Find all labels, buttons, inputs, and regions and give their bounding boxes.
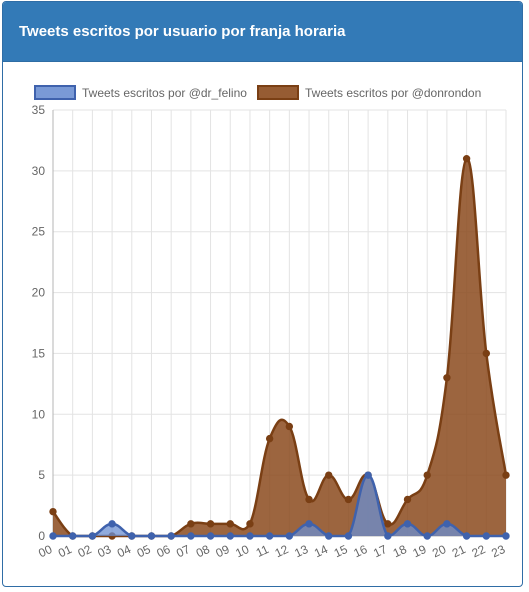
data-point[interactable] — [325, 532, 333, 540]
data-point[interactable] — [502, 471, 510, 479]
data-point[interactable] — [325, 471, 333, 479]
y-tick-label: 10 — [32, 407, 46, 421]
legend-label: Tweets escritos por @dr_felino — [82, 86, 247, 100]
data-point[interactable] — [285, 532, 294, 540]
data-point[interactable] — [206, 520, 215, 528]
legend-swatch — [34, 85, 76, 100]
legend-item-0[interactable]: Tweets escritos por @dr_felino — [34, 85, 247, 100]
y-tick-label: 15 — [32, 346, 46, 360]
data-point[interactable] — [108, 520, 116, 528]
panel-title: Tweets escritos por usuario por franja h… — [19, 23, 346, 40]
data-point[interactable] — [49, 532, 57, 540]
data-point[interactable] — [462, 154, 471, 163]
chart-panel: Tweets escritos por usuario por franja h… — [2, 1, 523, 587]
legend: Tweets escritos por @dr_felino Tweets esc… — [34, 85, 481, 100]
data-point[interactable] — [482, 349, 491, 358]
data-point[interactable] — [344, 532, 353, 540]
data-point[interactable] — [423, 532, 431, 540]
legend-label: Tweets escritos por @donrondon — [305, 86, 481, 100]
x-tick-label: 10 — [233, 542, 251, 560]
data-point[interactable] — [206, 532, 215, 540]
data-point[interactable] — [187, 532, 195, 540]
data-point[interactable] — [462, 532, 471, 540]
chart-area: 0 5 10 15 20 25 30 35 00 01 02 03 04 05 06 07 08 09 10 11 12… — [3, 62, 522, 586]
data-point[interactable] — [502, 532, 510, 540]
data-point[interactable] — [88, 532, 97, 540]
y-tick-label: 20 — [32, 286, 46, 300]
x-tick-label: 21 — [450, 542, 468, 560]
x-tick-label: 09 — [214, 542, 232, 560]
data-point[interactable] — [482, 532, 491, 540]
series-area-1 — [53, 158, 506, 536]
y-tick-label: 35 — [32, 103, 46, 117]
data-point[interactable] — [246, 532, 254, 540]
legend-swatch — [257, 85, 299, 100]
x-tick-label: 16 — [351, 542, 369, 560]
data-point[interactable] — [128, 532, 136, 540]
panel-heading: Tweets escritos por usuario por franja h… — [3, 2, 522, 62]
y-tick-label: 25 — [32, 225, 46, 239]
data-point[interactable] — [147, 532, 156, 540]
data-point[interactable] — [403, 495, 412, 504]
x-tick-label: 11 — [254, 542, 272, 560]
data-point[interactable] — [423, 471, 431, 479]
x-tick-label: 15 — [332, 542, 350, 560]
x-tick-label: 13 — [292, 542, 310, 560]
data-point[interactable] — [265, 434, 274, 443]
x-tick-label: 12 — [273, 542, 291, 560]
x-tick-label: 23 — [489, 542, 507, 560]
x-tick-label: 01 — [56, 542, 74, 560]
x-tick-label: 17 — [371, 542, 389, 560]
x-tick-label: 03 — [95, 542, 113, 560]
data-point[interactable] — [364, 471, 372, 479]
x-tick-label: 02 — [76, 542, 94, 560]
data-point[interactable] — [344, 495, 353, 504]
data-point[interactable] — [265, 532, 274, 540]
data-point[interactable] — [246, 520, 254, 528]
x-tick-label: 08 — [194, 542, 212, 560]
x-tick-label: 07 — [174, 542, 192, 560]
data-point[interactable] — [285, 422, 294, 431]
data-point[interactable] — [384, 520, 392, 528]
x-tick-label: 20 — [430, 542, 448, 560]
y-tick-label: 0 — [38, 529, 45, 543]
x-tick-label: 04 — [115, 542, 133, 560]
data-point[interactable] — [305, 520, 313, 528]
x-tick-label: 14 — [312, 542, 330, 560]
data-point[interactable] — [226, 520, 234, 528]
data-point[interactable] — [68, 532, 77, 540]
data-point[interactable] — [443, 374, 451, 382]
x-tick-label: 05 — [135, 542, 153, 560]
y-tick-label: 5 — [38, 468, 45, 482]
x-tick-label: 19 — [410, 542, 428, 560]
x-tick-label: 18 — [391, 542, 409, 560]
y-tick-label: 30 — [32, 164, 46, 178]
legend-item-1[interactable]: Tweets escritos por @donrondon — [257, 85, 481, 100]
data-point[interactable] — [403, 520, 412, 528]
x-tick-label: 06 — [154, 542, 172, 560]
x-tick-label: 22 — [470, 542, 488, 560]
data-point[interactable] — [384, 532, 392, 540]
data-point[interactable] — [305, 495, 313, 504]
data-point[interactable] — [443, 520, 451, 528]
data-point[interactable] — [167, 532, 175, 540]
data-point[interactable] — [226, 532, 234, 540]
data-point[interactable] — [49, 507, 57, 516]
data-point[interactable] — [187, 520, 195, 528]
x-tick-label: 00 — [36, 542, 54, 560]
